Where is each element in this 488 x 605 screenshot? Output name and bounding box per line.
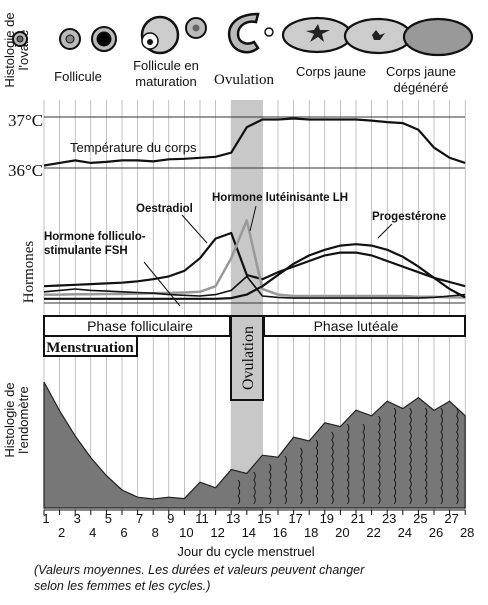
day-tick-label: 21 xyxy=(351,511,365,526)
menstruation-label: Menstruation xyxy=(46,340,134,356)
day-tick-label: 7 xyxy=(136,511,143,526)
temp-tick-37: 37°C xyxy=(8,111,43,130)
ovary-stage-label-corps-jaune: Corps jaune xyxy=(296,64,366,79)
day-tick-label: 13 xyxy=(226,511,240,526)
fsh-curve xyxy=(43,275,466,299)
temperature-panel: 37°C 36°C Température du corps xyxy=(8,111,466,180)
day-tick-label: 26 xyxy=(429,525,443,540)
oestradiol-label: Oestradiol xyxy=(136,203,193,215)
day-tick-label: 3 xyxy=(74,511,81,526)
endometrium-panel: Histologie del'endomètre xyxy=(2,381,466,509)
hormones-axis-label: Hormones xyxy=(21,241,37,304)
uterine-gland xyxy=(362,423,365,505)
day-tick-label: 24 xyxy=(398,525,412,540)
uterine-gland xyxy=(237,479,241,505)
day-tick-label: 19 xyxy=(320,511,334,526)
day-tick-label: 8 xyxy=(152,525,159,540)
lh-label: Hormone lutéinisante LH xyxy=(212,192,348,204)
temperature-curve xyxy=(43,117,466,167)
day-tick-label: 10 xyxy=(179,525,193,540)
degenerated-corpus-luteum-icon xyxy=(402,17,474,57)
day-tick-label: 25 xyxy=(413,511,427,526)
ovary-stage-label-follicule-maturation: Follicule en maturation xyxy=(133,58,199,89)
x-axis: 1234567891011121314151617181920212223242… xyxy=(42,509,474,559)
endometrium-axis-label: Histologie del'endomètre xyxy=(2,382,31,457)
uterine-gland xyxy=(424,407,428,505)
temp-tick-36: 36°C xyxy=(8,161,43,180)
day-tick-label: 2 xyxy=(58,525,65,540)
day-tick-label: 23 xyxy=(382,511,396,526)
day-tick-label: 22 xyxy=(366,525,380,540)
ovary-stage-label-ovulation: Ovulation xyxy=(214,72,274,88)
day-tick-label: 12 xyxy=(210,525,224,540)
ovary-stage-label-follicule: Follicule xyxy=(54,69,102,84)
hormones-panel: Hormones Oestradiol Hormone lutéinisante… xyxy=(21,192,466,307)
day-tick-label: 6 xyxy=(120,525,127,540)
ovary-histology-section: Histologie del'ovaire Follicule Follicule… xyxy=(2,12,474,95)
uterine-gland xyxy=(331,431,334,505)
uterine-gland xyxy=(346,423,350,505)
day-tick-label: 5 xyxy=(105,511,112,526)
uterine-gland xyxy=(268,463,272,505)
lh-curve xyxy=(44,219,466,299)
menstruation-box xyxy=(43,335,138,357)
day-tick-label: 15 xyxy=(257,511,271,526)
endometrium-thickness xyxy=(43,381,466,509)
day-tick-label: 9 xyxy=(167,511,174,526)
fsh-label: Hormone folliculo-stimulante FSH xyxy=(44,231,146,257)
ovulation-phase-label: Ovulation xyxy=(240,326,257,390)
ovulation-band xyxy=(231,100,263,510)
phases-panel: Phase folliculaire Phase lutéale Ovulati… xyxy=(43,315,466,401)
progesterone-curve xyxy=(44,243,466,300)
temperature-label: Température du corps xyxy=(70,140,197,155)
phase-luteale-label: Phase lutéale xyxy=(314,318,399,334)
x-axis-label: Jour du cycle menstruel xyxy=(177,544,314,559)
ovulation-phase-box xyxy=(230,315,264,401)
day-tick-label: 17 xyxy=(288,511,302,526)
day-tick-label: 16 xyxy=(273,525,287,540)
uterine-gland xyxy=(253,471,256,505)
day-tick-label: 1 xyxy=(42,511,49,526)
uterine-gland xyxy=(300,447,303,505)
ovary-axis-label: Histologie del'ovaire xyxy=(2,12,31,87)
uterine-gland xyxy=(284,455,287,505)
uterine-gland xyxy=(378,415,381,505)
day-tick-label: 14 xyxy=(242,525,256,540)
uterine-gland xyxy=(456,407,459,505)
uterine-gland xyxy=(440,407,443,505)
uterine-gland xyxy=(409,407,412,505)
day-tick-label: 27 xyxy=(444,511,458,526)
day-tick-label: 20 xyxy=(335,525,349,540)
uterine-gland xyxy=(315,439,319,505)
oestradiol-curve xyxy=(43,231,466,288)
phase-folliculaire-label: Phase folliculaire xyxy=(87,318,193,334)
ovulation-icon xyxy=(227,12,260,54)
day-tick-label: 18 xyxy=(304,525,318,540)
day-tick-label: 11 xyxy=(195,511,209,526)
day-tick-label: 28 xyxy=(460,525,474,540)
ovary-stage-label-corps-jaune-degenere: Corps jaune dégénéré xyxy=(386,64,456,95)
progesterone-label: Progestérone xyxy=(372,211,446,223)
uterine-gland xyxy=(393,407,397,505)
caption: (Valeurs moyennes. Les durées et valeurs… xyxy=(34,563,365,593)
day-tick-label: 4 xyxy=(89,525,96,540)
